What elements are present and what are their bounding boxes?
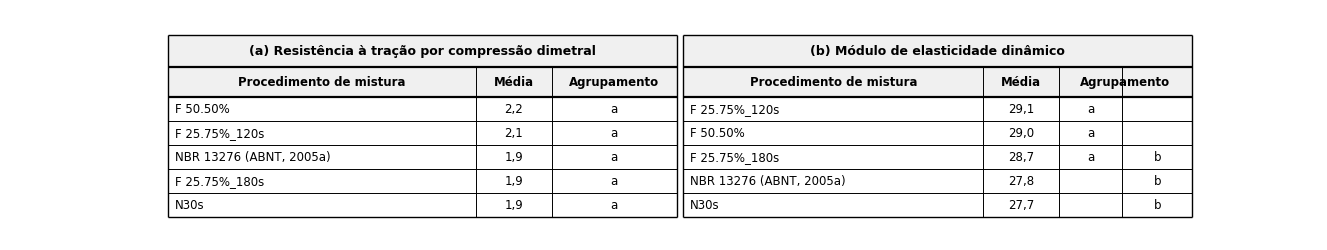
Text: (b) Módulo de elasticidade dinâmico: (b) Módulo de elasticidade dinâmico (811, 45, 1066, 58)
Text: Procedimento de mistura: Procedimento de mistura (750, 76, 917, 89)
Text: 27,7: 27,7 (1009, 198, 1034, 211)
Text: (a) Resistência à tração por compressão dimetral: (a) Resistência à tração por compressão … (249, 45, 596, 58)
Bar (169, 169, 677, 193)
Text: a: a (610, 103, 618, 116)
Bar (169, 145, 677, 169)
Text: 27,8: 27,8 (1009, 174, 1034, 188)
Bar (169, 98, 677, 121)
Text: F 25.75%_120s: F 25.75%_120s (175, 127, 264, 140)
Text: a: a (1087, 150, 1093, 164)
Bar (683, 68, 1192, 97)
Bar (683, 98, 1192, 121)
Text: b: b (1153, 150, 1161, 164)
Bar (169, 193, 677, 217)
Text: F 25.75%_120s: F 25.75%_120s (690, 103, 780, 116)
Text: N30s: N30s (175, 198, 204, 211)
Text: Procedimento de mistura: Procedimento de mistura (239, 76, 406, 89)
Text: NBR 13276 (ABNT, 2005a): NBR 13276 (ABNT, 2005a) (690, 174, 847, 188)
Text: 2,1: 2,1 (504, 127, 523, 140)
Bar (169, 68, 677, 97)
Text: a: a (610, 198, 618, 211)
Text: b: b (1153, 174, 1161, 188)
Text: F 50.50%: F 50.50% (690, 127, 746, 140)
Bar (683, 145, 1192, 169)
Text: Média: Média (494, 76, 533, 89)
Text: 1,9: 1,9 (504, 174, 523, 188)
Text: b: b (1153, 198, 1161, 211)
Text: F 50.50%: F 50.50% (175, 103, 230, 116)
Text: 1,9: 1,9 (504, 198, 523, 211)
Text: a: a (1087, 103, 1093, 116)
Text: a: a (610, 150, 618, 164)
Text: Agrupamento: Agrupamento (1080, 76, 1170, 89)
Text: Agrupamento: Agrupamento (569, 76, 660, 89)
Text: a: a (610, 127, 618, 140)
Bar (683, 36, 1192, 68)
Text: NBR 13276 (ABNT, 2005a): NBR 13276 (ABNT, 2005a) (175, 150, 330, 164)
Text: 1,9: 1,9 (504, 150, 523, 164)
Text: a: a (1087, 127, 1093, 140)
Text: 29,0: 29,0 (1009, 127, 1034, 140)
Text: 29,1: 29,1 (1009, 103, 1034, 116)
Bar (683, 193, 1192, 217)
Bar (683, 169, 1192, 193)
Text: a: a (610, 174, 618, 188)
Text: 2,2: 2,2 (504, 103, 523, 116)
Text: 28,7: 28,7 (1009, 150, 1034, 164)
Text: F 25.75%_180s: F 25.75%_180s (690, 150, 780, 164)
Bar (683, 121, 1192, 145)
Text: F 25.75%_180s: F 25.75%_180s (175, 174, 264, 188)
Text: Média: Média (1001, 76, 1042, 89)
Bar (169, 36, 677, 68)
Bar (169, 121, 677, 145)
Text: N30s: N30s (690, 198, 721, 211)
